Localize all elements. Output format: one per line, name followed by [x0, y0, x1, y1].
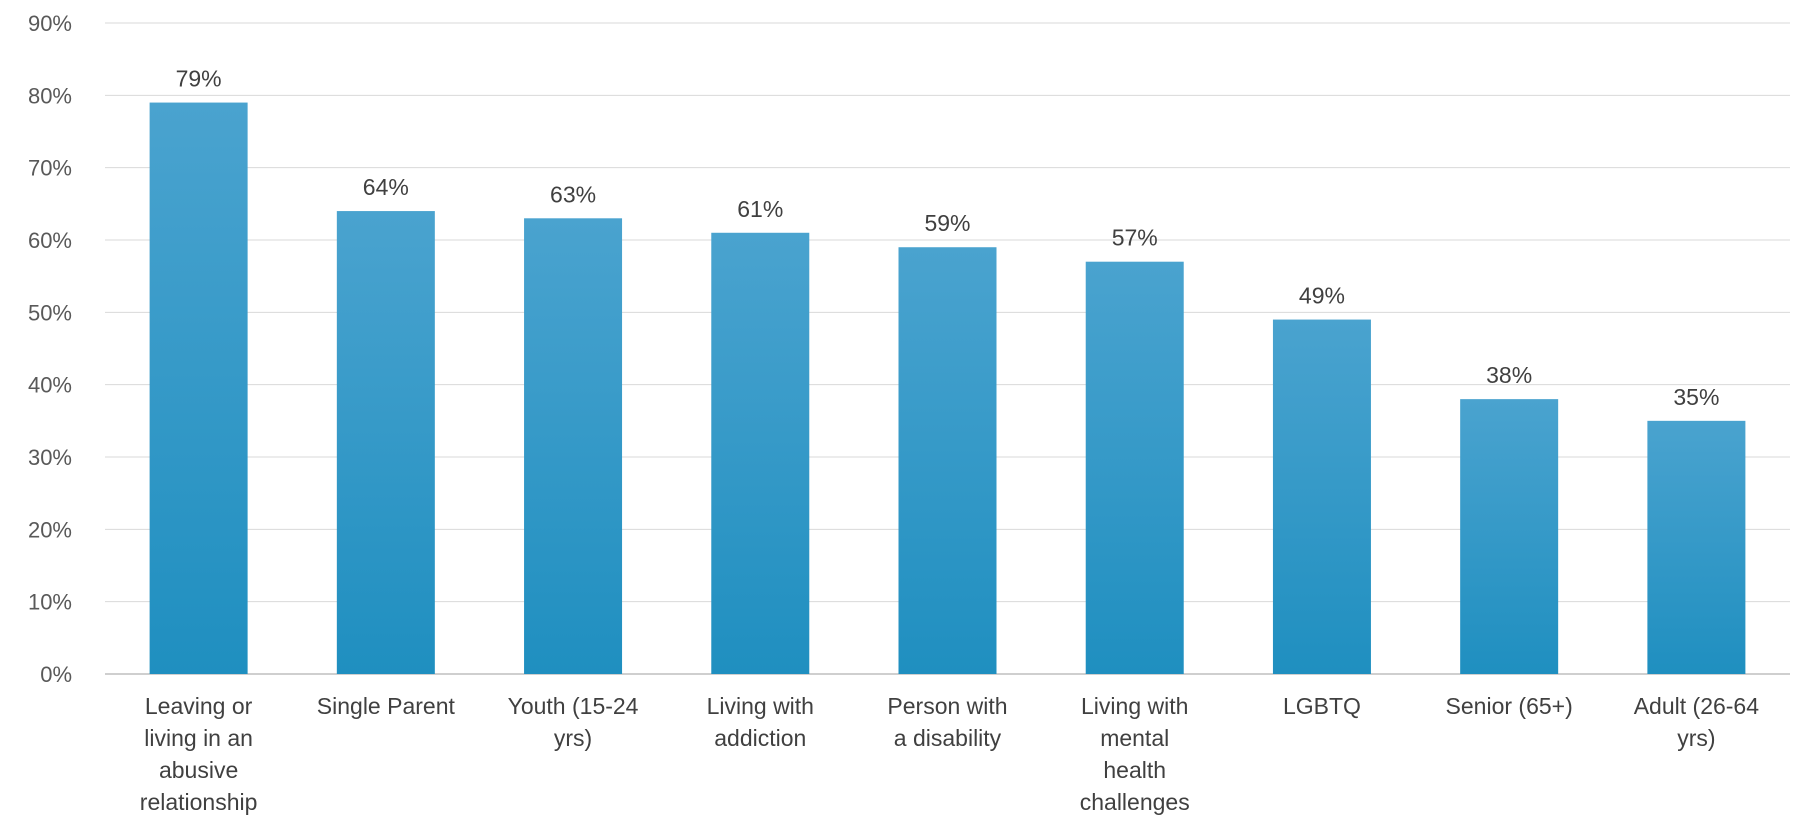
y-tick-label: 80% [28, 83, 72, 108]
category-labels: Leaving or living in an abusive relationshi… [140, 693, 1759, 815]
bar [524, 218, 623, 675]
y-axis-tick-labels: 0% 10% 20% 30% 40% 50% 60% 70% 80% 90% [28, 11, 72, 687]
data-label: 59% [924, 210, 970, 236]
y-tick-label: 40% [28, 373, 72, 398]
category-label: Youth (15-24 yrs) [508, 693, 639, 751]
bar [898, 247, 997, 674]
category-label: Living with addiction [707, 693, 814, 751]
bar [1460, 399, 1559, 674]
data-label: 35% [1673, 384, 1719, 410]
category-label: Adult (26-64 yrs) [1634, 693, 1760, 751]
category-label: Senior (65+) [1446, 693, 1573, 719]
bar [149, 102, 248, 675]
category-label: Leaving or living in an abusive relationshi… [140, 693, 258, 815]
bar [1272, 319, 1371, 674]
y-tick-label: 30% [28, 445, 72, 470]
category-label: LGBTQ [1283, 693, 1361, 719]
category-label: Person with a disability [887, 693, 1007, 751]
data-label: 38% [1486, 362, 1532, 388]
y-tick-label: 10% [28, 590, 72, 615]
data-label: 63% [550, 181, 596, 207]
data-label: 61% [737, 196, 783, 222]
category-label: Living with mental health challenges [1080, 693, 1190, 815]
data-label: 49% [1299, 283, 1345, 309]
bar [336, 211, 435, 675]
y-tick-label: 70% [28, 156, 72, 181]
bar [1647, 420, 1746, 674]
y-tick-label: 60% [28, 228, 72, 253]
y-tick-label: 0% [40, 662, 72, 687]
bars [149, 102, 1746, 675]
bar [1085, 261, 1184, 674]
data-label: 64% [363, 174, 409, 200]
bar [711, 232, 810, 674]
y-tick-label: 50% [28, 300, 72, 325]
category-label: Single Parent [317, 693, 456, 719]
data-label: 79% [176, 66, 222, 92]
data-labels: 79% 64% 63% 61% 59% 57% 49% 38% 35% [176, 66, 1720, 410]
data-label: 57% [1112, 225, 1158, 251]
y-tick-label: 20% [28, 517, 72, 542]
y-tick-label: 90% [28, 11, 72, 36]
